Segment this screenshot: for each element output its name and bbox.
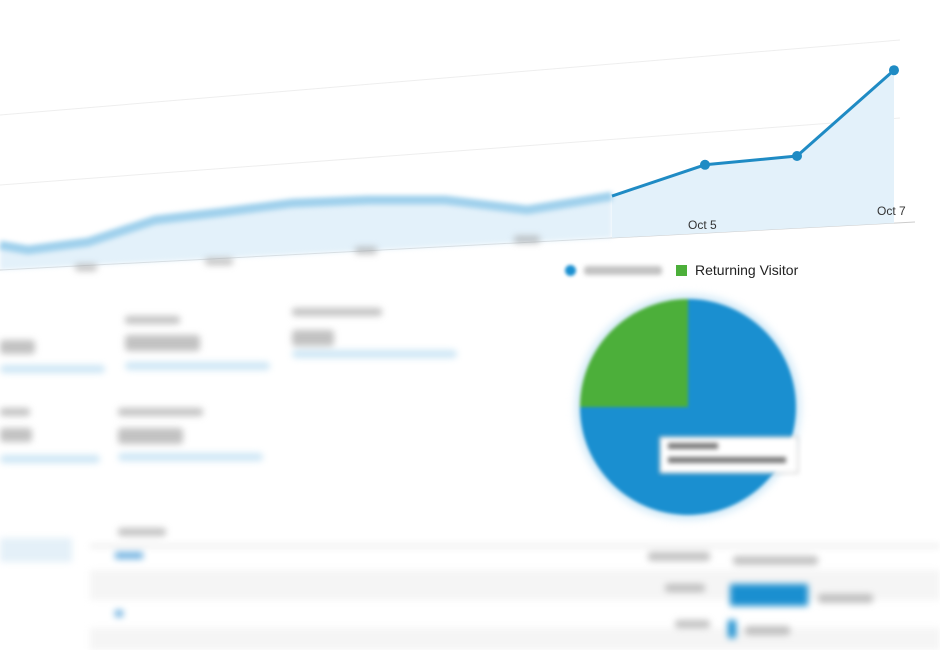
metric-sparkline	[0, 365, 105, 373]
metric-label-blurred	[118, 408, 203, 416]
tooltip-text	[668, 443, 718, 449]
x-tick-label-blurred	[514, 236, 540, 243]
metric-sparkline	[125, 362, 270, 370]
metric-label-blurred	[292, 308, 382, 316]
metric-value-blurred	[118, 428, 183, 444]
table-side-block	[0, 538, 72, 562]
x-tick-label-blurred	[355, 247, 377, 254]
legend-swatch-new	[565, 264, 576, 276]
table-header-blurred	[118, 528, 166, 536]
data-point[interactable]	[700, 159, 710, 170]
pie-tooltip	[659, 436, 799, 474]
table-link-blurred	[115, 610, 123, 617]
pie-chart	[575, 294, 801, 520]
table-cell-blurred	[745, 626, 790, 635]
metric-value-blurred	[0, 340, 35, 354]
table-bar	[728, 620, 736, 638]
data-point[interactable]	[889, 65, 899, 76]
area-fill	[612, 70, 894, 238]
table-row	[90, 570, 940, 600]
tooltip-box	[659, 436, 799, 474]
x-tick-label-blurred	[205, 258, 233, 265]
table-divider	[90, 545, 940, 547]
pie-slice-returning-visitor	[580, 299, 688, 407]
metric-value-blurred	[292, 330, 334, 346]
legend-label-returning: Returning Visitor	[695, 262, 799, 278]
gridline	[0, 117, 901, 186]
table-link-blurred	[115, 552, 143, 559]
series-line-blurred	[0, 191, 613, 255]
table-cell-blurred	[675, 620, 710, 628]
metric-label-blurred	[125, 316, 180, 324]
metric-value-blurred	[125, 335, 200, 351]
table-cell-blurred	[818, 594, 873, 603]
metric-sparkline	[0, 455, 100, 463]
metric-sparkline	[118, 453, 263, 461]
legend-label-new-blurred	[584, 265, 662, 275]
area-fill-blurred	[0, 196, 612, 270]
gridline	[0, 39, 901, 116]
data-point[interactable]	[792, 151, 802, 161]
table-header-blurred	[648, 552, 710, 561]
legend-swatch-returning	[676, 264, 687, 276]
table-cell-blurred	[665, 584, 705, 592]
x-tick-oct5: Oct 5	[688, 218, 717, 232]
tooltip-text	[668, 457, 786, 463]
metric-value-blurred	[0, 428, 32, 442]
pie-legend: Returning Visitor	[565, 262, 798, 278]
x-tick-oct7: Oct 7	[877, 204, 906, 218]
metric-label-blurred	[0, 408, 30, 416]
series-line	[611, 69, 895, 198]
table-header-blurred	[733, 556, 818, 565]
table-bar	[730, 584, 808, 606]
metric-sparkline	[292, 350, 457, 358]
x-tick-label-blurred	[75, 264, 97, 271]
table-row	[90, 628, 940, 650]
